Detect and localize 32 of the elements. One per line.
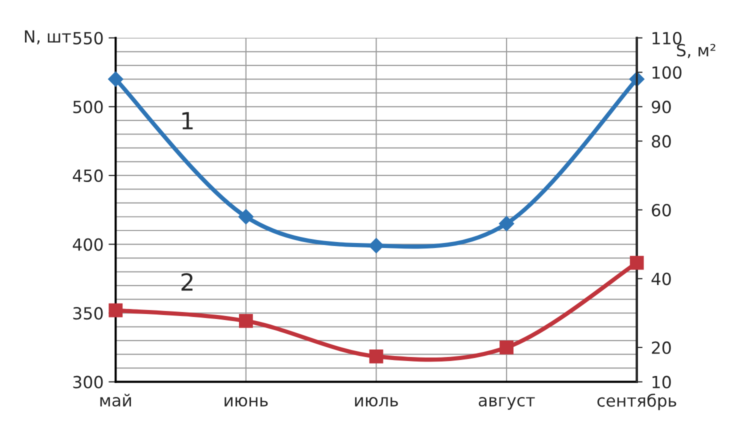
point (239, 314, 253, 328)
series-label: 2 (182, 273, 192, 291)
y2-tick-label: 80 (652, 135, 671, 148)
point (369, 349, 384, 364)
x-tick-label: июль (355, 396, 398, 407)
y2-tick-label: 10 (652, 376, 671, 388)
y2-tick-label: 90 (652, 100, 671, 114)
y-tick-label: 450 (72, 169, 103, 182)
point (108, 72, 124, 87)
x-tick-label: август (478, 396, 535, 410)
x-tick-label: июнь (224, 396, 268, 407)
y-tick-label: 400 (72, 238, 103, 251)
point (630, 256, 644, 270)
y-tick-label: 350 (73, 307, 103, 320)
x-tick-label: май (100, 394, 131, 407)
point (368, 238, 384, 254)
y2-tick-label: 40 (652, 272, 671, 286)
point (108, 303, 123, 318)
y-axis-title: N, шт (24, 30, 71, 44)
y2-axis-title: S, м² (677, 44, 716, 58)
series-label: 1 (182, 112, 193, 130)
point (498, 216, 514, 232)
y-tick-label: 550 (73, 32, 103, 44)
y2-tick-label: 100 (652, 66, 682, 79)
y2-tick-label: 60 (652, 204, 671, 216)
y-tick-label: 500 (73, 100, 103, 114)
y-tick-label: 300 (73, 376, 103, 388)
point (238, 209, 254, 224)
y2-tick-label: 110 (652, 32, 682, 44)
x-tick-label: сентябрь (597, 394, 676, 410)
y2-tick-label: 20 (652, 341, 671, 354)
point (500, 340, 514, 354)
